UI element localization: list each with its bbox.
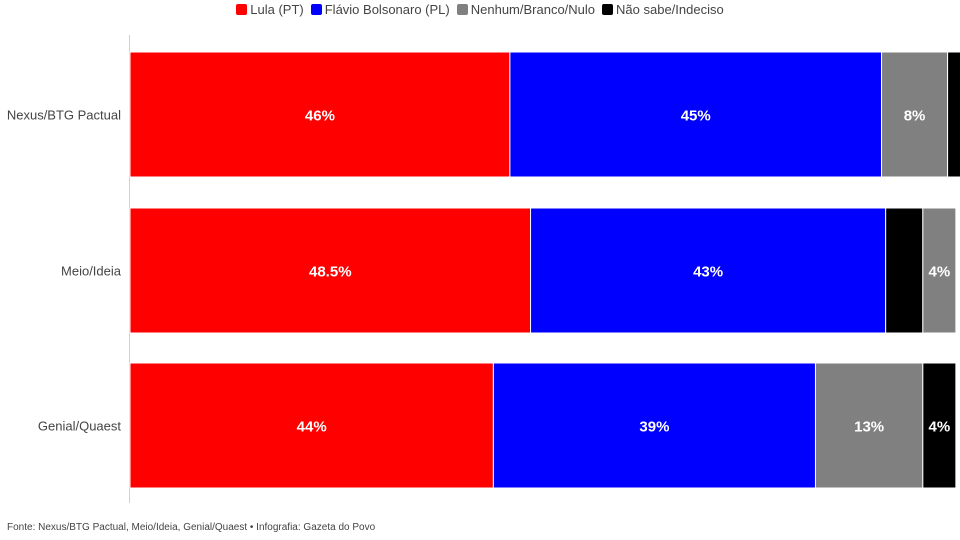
bar-segment [509, 51, 883, 178]
legend-item: Nenhum/Branco/Nulo [456, 1, 596, 17]
bar-segment [881, 51, 949, 178]
source-note: Fonte: Nexus/BTG Pactual, Meio/Ideia, Ge… [7, 522, 376, 533]
category-label: Meio/Ideia [61, 264, 122, 279]
legend-item: Lula (PT) [236, 1, 304, 17]
data-label: 44% [297, 419, 327, 436]
legend-label: Lula (PT) [250, 1, 304, 17]
chart-legend: Lula (PT) Flávio Bolsonaro (PL) Nenhum/Bra… [0, 0, 960, 18]
bar-segment [922, 207, 957, 334]
bar-segment [492, 362, 816, 489]
data-label: 45% [681, 108, 711, 125]
legend-item: Flávio Bolsonaro (PL) [310, 1, 450, 17]
legend-item: Não sabe/Indeciso [602, 2, 724, 17]
data-label: 43% [693, 264, 723, 281]
data-label: 4% [929, 419, 951, 436]
data-label: 46% [305, 108, 335, 125]
bar-segment [947, 51, 960, 178]
legend-swatch [456, 3, 468, 15]
data-label: 8% [904, 108, 926, 125]
data-label: 13% [854, 419, 884, 436]
bar-segment [530, 207, 887, 334]
legend-label: Nenhum/Branco/Nulo [470, 1, 596, 17]
bar-segment [814, 362, 924, 489]
bar-segment [922, 362, 957, 489]
legend-swatch [236, 3, 248, 15]
category-label: Nexus/BTG Pactual [7, 108, 121, 123]
data-label: 48.5% [309, 264, 352, 281]
category-label: Genial/Quaest [38, 419, 121, 434]
legend-label: Flávio Bolsonaro (PL) [324, 1, 450, 17]
legend-label: Não sabe/Indeciso [616, 1, 724, 17]
bar-segment [885, 207, 924, 334]
legend-swatch [310, 3, 322, 15]
legend-swatch [602, 3, 614, 15]
bar-segment [129, 207, 532, 334]
bar-segment [129, 362, 494, 489]
data-label: 39% [639, 419, 669, 436]
data-label: 4% [929, 264, 951, 281]
